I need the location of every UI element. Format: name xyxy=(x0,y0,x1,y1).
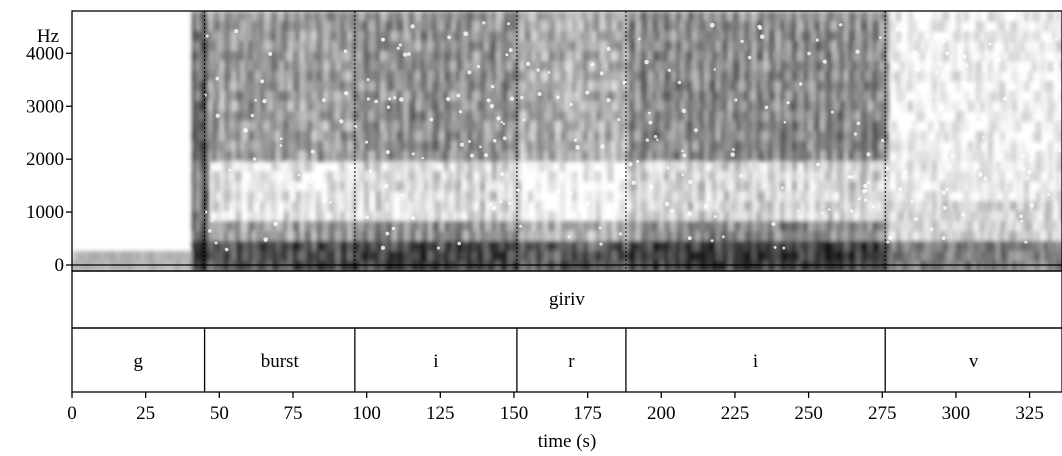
x-tick-label: 325 xyxy=(1015,403,1044,424)
x-axis: 0 25 50 75 100 125 150 175 200 225 250 275 300 325 xyxy=(67,392,1044,424)
x-tick-label: 175 xyxy=(573,403,602,424)
x-tick-label: 25 xyxy=(136,403,155,424)
spectrogram-panel xyxy=(72,11,1062,271)
y-tick-label: 1000 xyxy=(26,202,64,223)
y-tick-label: 3000 xyxy=(26,96,64,117)
x-tick-label: 225 xyxy=(721,403,750,424)
y-tick-label: 2000 xyxy=(26,149,64,170)
segment-label: r xyxy=(568,351,575,372)
x-tick-label: 100 xyxy=(352,403,381,424)
x-tick-label: 125 xyxy=(426,403,455,424)
x-tick-label: 50 xyxy=(210,403,229,424)
x-tick-label: 200 xyxy=(647,403,676,424)
segment-label: v xyxy=(969,351,979,372)
segment-label: i xyxy=(753,351,758,372)
x-tick-label: 300 xyxy=(942,403,971,424)
x-tick-label: 250 xyxy=(794,403,823,424)
segment-label: i xyxy=(433,351,438,372)
segment-label: g xyxy=(134,351,144,372)
segment-tier xyxy=(71,327,1062,393)
y-axis: 0 1000 2000 3000 4000 xyxy=(26,43,72,276)
segment-label: burst xyxy=(261,351,300,372)
y-tick-label: 0 xyxy=(55,255,65,276)
y-axis-label: Hz xyxy=(37,26,59,47)
x-axis-title: time (s) xyxy=(538,431,597,452)
y-tick-label: 4000 xyxy=(26,43,64,64)
x-tick-label: 75 xyxy=(283,403,302,424)
word-tier-label: giriv xyxy=(549,289,585,310)
annotation-tiers: giriv g burst i r i v xyxy=(71,270,1062,393)
x-tick-label: 0 xyxy=(67,403,77,424)
x-tick-label: 275 xyxy=(868,403,897,424)
segment-boundaries xyxy=(203,11,886,392)
x-tick-label: 150 xyxy=(500,403,529,424)
